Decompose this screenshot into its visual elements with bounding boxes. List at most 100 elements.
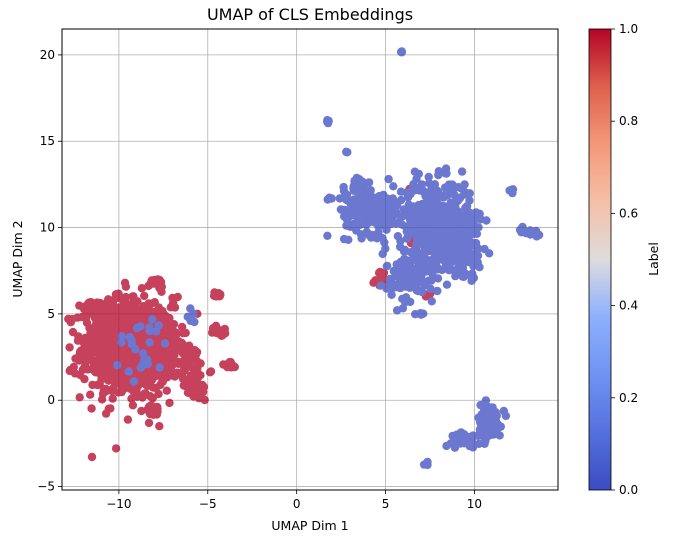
scatter-point bbox=[105, 299, 115, 308]
scatter-point bbox=[168, 352, 177, 362]
scatter-point bbox=[182, 360, 191, 369]
scatter-point bbox=[414, 211, 424, 220]
scatter-point bbox=[462, 215, 471, 224]
scatter-point bbox=[442, 280, 452, 289]
scatter-point bbox=[422, 245, 431, 255]
scatter-point bbox=[431, 243, 441, 252]
scatter-point bbox=[117, 332, 127, 341]
scatter-point bbox=[208, 324, 218, 333]
scatter-point bbox=[362, 227, 371, 236]
scatter-point bbox=[458, 263, 468, 273]
scatter-point bbox=[389, 182, 398, 191]
y-tick-label: 5 bbox=[47, 307, 55, 321]
scatter-point bbox=[491, 415, 500, 424]
scatter-point bbox=[493, 423, 503, 432]
scatter-point bbox=[93, 380, 103, 389]
scatter-point bbox=[102, 311, 111, 320]
scatter-point bbox=[140, 291, 149, 301]
scatter-point bbox=[101, 384, 110, 394]
scatter-point bbox=[145, 323, 154, 332]
scatter-point bbox=[79, 339, 89, 348]
scatter-point bbox=[426, 284, 435, 293]
scatter-point bbox=[349, 219, 358, 229]
scatter-point bbox=[468, 443, 478, 452]
scatter-point bbox=[112, 304, 121, 314]
scatter-point bbox=[465, 196, 474, 205]
scatter-point bbox=[189, 309, 198, 318]
colorbar-tick-label: 0.2 bbox=[619, 391, 638, 405]
scatter-point bbox=[463, 241, 472, 251]
scatter-point bbox=[447, 243, 457, 253]
scatter-point bbox=[150, 406, 160, 415]
x-axis-label: UMAP Dim 1 bbox=[271, 518, 348, 533]
scatter-point bbox=[423, 217, 432, 226]
scatter-point bbox=[454, 207, 463, 216]
scatter-point bbox=[377, 219, 387, 228]
scatter-point bbox=[441, 233, 451, 243]
y-tick-label: 10 bbox=[40, 221, 55, 235]
scatter-point bbox=[376, 198, 385, 208]
scatter-point bbox=[414, 258, 423, 268]
scatter-point bbox=[97, 361, 106, 370]
scatter-point bbox=[457, 167, 467, 176]
scatter-point bbox=[410, 245, 420, 254]
scatter-point bbox=[409, 252, 418, 261]
scatter-point bbox=[117, 338, 126, 347]
scatter-point bbox=[216, 329, 226, 338]
scatter-point bbox=[129, 310, 139, 320]
scatter-point bbox=[393, 232, 403, 241]
scatter-point bbox=[145, 368, 154, 377]
scatter-point bbox=[424, 172, 433, 182]
scatter-point bbox=[344, 235, 353, 244]
scatter-point bbox=[177, 340, 186, 350]
scatter-point bbox=[397, 47, 406, 56]
scatter-point bbox=[480, 431, 489, 440]
scatter-point bbox=[437, 265, 447, 275]
scatter-point bbox=[389, 266, 399, 275]
scatter-point bbox=[117, 313, 126, 322]
scatter-point bbox=[148, 315, 157, 324]
scatter-point bbox=[75, 351, 84, 360]
scatter-point bbox=[145, 338, 154, 347]
scatter-point bbox=[472, 208, 481, 217]
scatter-point bbox=[431, 221, 440, 230]
scatter-point bbox=[135, 316, 145, 325]
scatter-point bbox=[162, 386, 171, 395]
scatter-point bbox=[433, 274, 443, 283]
scatter-point bbox=[384, 174, 393, 184]
scatter-point bbox=[137, 378, 147, 388]
scatter-point bbox=[123, 415, 133, 424]
scatter-point bbox=[387, 290, 396, 299]
y-axis-label: UMAP Dim 2 bbox=[10, 220, 25, 297]
x-tick-label: −5 bbox=[199, 497, 217, 511]
scatter-point bbox=[121, 282, 131, 291]
scatter-point bbox=[374, 268, 384, 278]
scatter-point bbox=[160, 339, 170, 348]
scatter-point bbox=[156, 277, 166, 287]
scatter-point bbox=[198, 394, 207, 403]
scatter-point bbox=[91, 368, 100, 377]
scatter-point bbox=[138, 360, 147, 370]
scatter-point bbox=[402, 234, 412, 243]
scatter-points bbox=[64, 47, 544, 470]
scatter-point bbox=[323, 195, 332, 204]
scatter-point bbox=[219, 360, 228, 369]
scatter-point bbox=[75, 393, 84, 402]
scatter-point bbox=[518, 222, 527, 232]
scatter-point bbox=[441, 222, 451, 231]
scatter-point bbox=[96, 340, 106, 349]
scatter-point bbox=[154, 321, 163, 330]
scatter-point bbox=[452, 269, 461, 279]
scatter-point bbox=[342, 215, 352, 224]
scatter-point bbox=[383, 261, 392, 271]
scatter-point bbox=[123, 306, 133, 315]
scatter-point bbox=[450, 190, 459, 200]
scatter-point bbox=[501, 411, 511, 421]
scatter-point bbox=[131, 345, 140, 354]
scatter-point bbox=[179, 328, 188, 338]
scatter-point bbox=[478, 401, 488, 410]
scatter-point bbox=[472, 250, 482, 260]
scatter-point bbox=[400, 245, 410, 254]
scatter-point bbox=[483, 422, 492, 431]
scatter-point bbox=[83, 307, 92, 316]
